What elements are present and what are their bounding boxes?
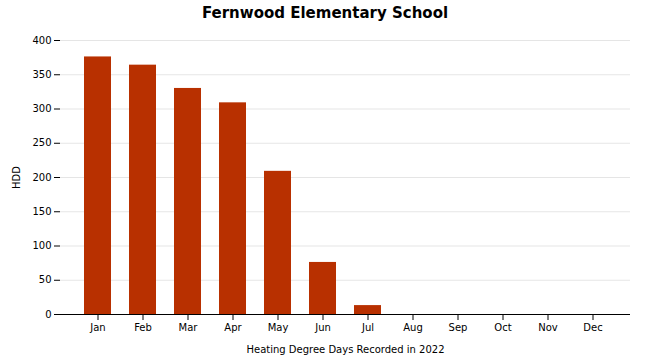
svg-text:Mar: Mar bbox=[179, 322, 199, 333]
svg-text:Nov: Nov bbox=[538, 322, 558, 333]
svg-text:Jun: Jun bbox=[314, 322, 331, 333]
svg-text:350: 350 bbox=[32, 69, 51, 80]
svg-text:Jul: Jul bbox=[361, 322, 374, 333]
svg-text:Feb: Feb bbox=[134, 322, 152, 333]
svg-text:May: May bbox=[268, 322, 289, 333]
svg-text:100: 100 bbox=[32, 240, 51, 251]
svg-text:300: 300 bbox=[32, 103, 51, 114]
svg-text:HDD: HDD bbox=[11, 166, 22, 189]
svg-text:Aug: Aug bbox=[403, 322, 423, 333]
svg-text:0: 0 bbox=[45, 309, 51, 320]
svg-text:Heating Degree Days Recorded i: Heating Degree Days Recorded in 2022 bbox=[246, 344, 444, 355]
svg-text:150: 150 bbox=[32, 206, 51, 217]
svg-text:Sep: Sep bbox=[449, 322, 468, 333]
svg-text:250: 250 bbox=[32, 137, 51, 148]
html-text:Fernwood Elementary School: Fernwood Elementary School bbox=[201, 4, 449, 22]
svg-text:Dec: Dec bbox=[583, 322, 602, 333]
svg-text:Jan: Jan bbox=[89, 322, 105, 333]
svg-text:Oct: Oct bbox=[494, 322, 511, 333]
svg-text:50: 50 bbox=[39, 274, 52, 285]
svg-text:Apr: Apr bbox=[224, 322, 242, 333]
svg-text:400: 400 bbox=[32, 35, 51, 46]
svg-text:200: 200 bbox=[32, 172, 51, 183]
